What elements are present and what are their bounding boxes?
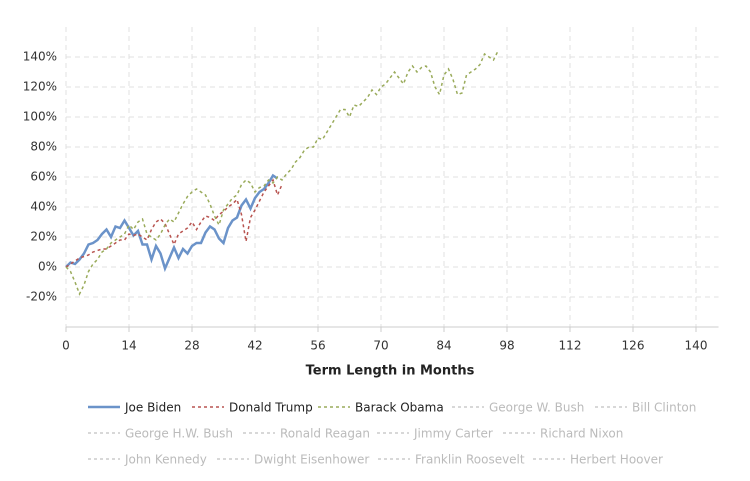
y-tick-label: -20% xyxy=(26,290,57,304)
x-tick-label: 56 xyxy=(310,339,325,353)
legend-label[interactable]: Richard Nixon xyxy=(540,427,623,441)
y-tick-label: 140% xyxy=(23,50,57,64)
series-line xyxy=(65,50,499,296)
legend-label[interactable]: Joe Biden xyxy=(124,401,181,415)
x-tick-label: 42 xyxy=(247,339,262,353)
x-tick-label: 98 xyxy=(499,339,514,353)
legend-label[interactable]: George H.W. Bush xyxy=(125,427,233,441)
y-tick-label: 60% xyxy=(30,170,57,184)
legend-label[interactable]: Jimmy Carter xyxy=(413,427,493,441)
legend-label[interactable]: Franklin Roosevelt xyxy=(415,453,525,467)
x-tick-label: 14 xyxy=(121,339,136,353)
legend-label[interactable]: Herbert Hoover xyxy=(570,453,663,467)
y-tick-label: 80% xyxy=(30,140,57,154)
series-line xyxy=(65,173,279,273)
x-tick-label: 84 xyxy=(436,339,451,353)
y-tick-label: 20% xyxy=(30,230,57,244)
x-tick-label: 140 xyxy=(685,339,708,353)
legend-label[interactable]: Barack Obama xyxy=(355,401,444,415)
x-tick-label: 28 xyxy=(184,339,199,353)
legend-label[interactable]: Ronald Reagan xyxy=(280,427,370,441)
legend-label[interactable]: Dwight Eisenhower xyxy=(254,453,369,467)
y-tick-label: 120% xyxy=(23,80,57,94)
y-tick-label: 0% xyxy=(38,260,57,274)
x-tick-label: 126 xyxy=(622,339,645,353)
y-tick-label: 100% xyxy=(23,110,57,124)
x-tick-label: 70 xyxy=(373,339,388,353)
x-tick-label: 112 xyxy=(559,339,582,353)
legend-label[interactable]: John Kennedy xyxy=(124,453,207,467)
legend-label[interactable]: George W. Bush xyxy=(489,401,584,415)
x-axis-label: Term Length in Months xyxy=(306,364,475,379)
legend-label[interactable]: Donald Trump xyxy=(229,401,313,415)
y-tick-label: 40% xyxy=(30,200,57,214)
legend-label[interactable]: Bill Clinton xyxy=(632,401,696,415)
x-tick-label: 0 xyxy=(62,339,70,353)
